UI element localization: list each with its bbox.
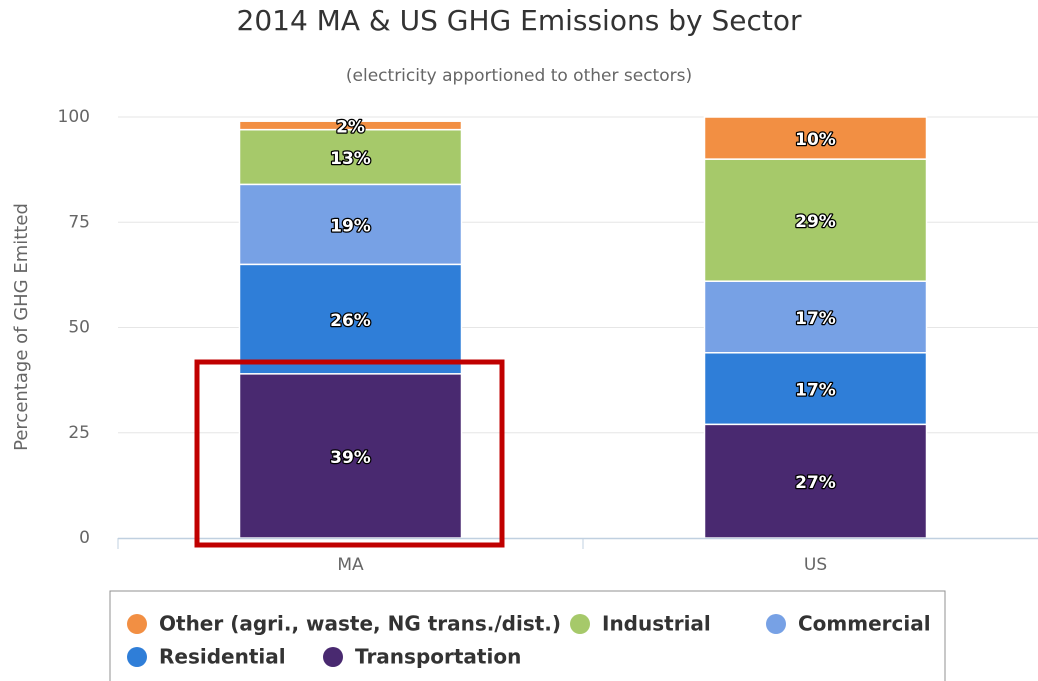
data-label: 19% [330,216,371,236]
data-label: 27% [795,473,836,493]
bar-segment [703,352,928,426]
legend-marker [127,647,147,667]
y-tick-label: 0 [79,528,90,548]
legend-marker [766,614,786,634]
bar-segment [703,280,928,354]
data-label: 13% [330,149,371,169]
data-label: 17% [795,381,836,401]
y-tick-label: 75 [68,212,90,232]
bar-segment [703,158,928,282]
legend-marker [570,614,590,634]
data-label: 17% [795,309,836,329]
legend-marker [323,647,343,667]
legend-box [109,590,946,681]
data-label: 29% [795,212,836,232]
x-tick-label: US [804,555,827,575]
legend-label: Other (agri., waste, NG trans./dist.) [159,612,561,636]
data-label: 10% [795,130,836,150]
bar-segment [238,183,463,266]
y-tick-label: 25 [68,423,90,443]
legend-label: Residential [159,645,286,669]
plot-area [118,116,1038,539]
legend-label: Commercial [798,612,931,636]
bar-segment [703,116,928,160]
data-label: 2% [336,117,365,137]
chart-title: 2014 MA & US GHG Emissions by Sector [237,4,802,37]
legend-label: Transportation [355,645,521,669]
x-tick-label: MA [337,555,364,575]
y-axis-title: Percentage of GHG Emitted [11,203,32,451]
chart-subtitle: (electricity apportioned to other sector… [346,66,692,86]
bar-segment [238,128,463,186]
legend-marker [127,614,147,634]
bar-segment [238,373,463,539]
y-tick-label: 100 [58,107,90,127]
legend: Other (agri., waste, NG trans./dist.) Ind… [127,612,931,669]
data-label: 26% [330,311,371,331]
data-label: 39% [330,448,371,468]
bar-segment [238,263,463,375]
legend-label: Industrial [602,612,711,636]
y-tick-label: 50 [68,318,90,338]
bar-segment [238,120,463,131]
highlight-box [194,359,505,548]
bar-segment [703,423,928,539]
